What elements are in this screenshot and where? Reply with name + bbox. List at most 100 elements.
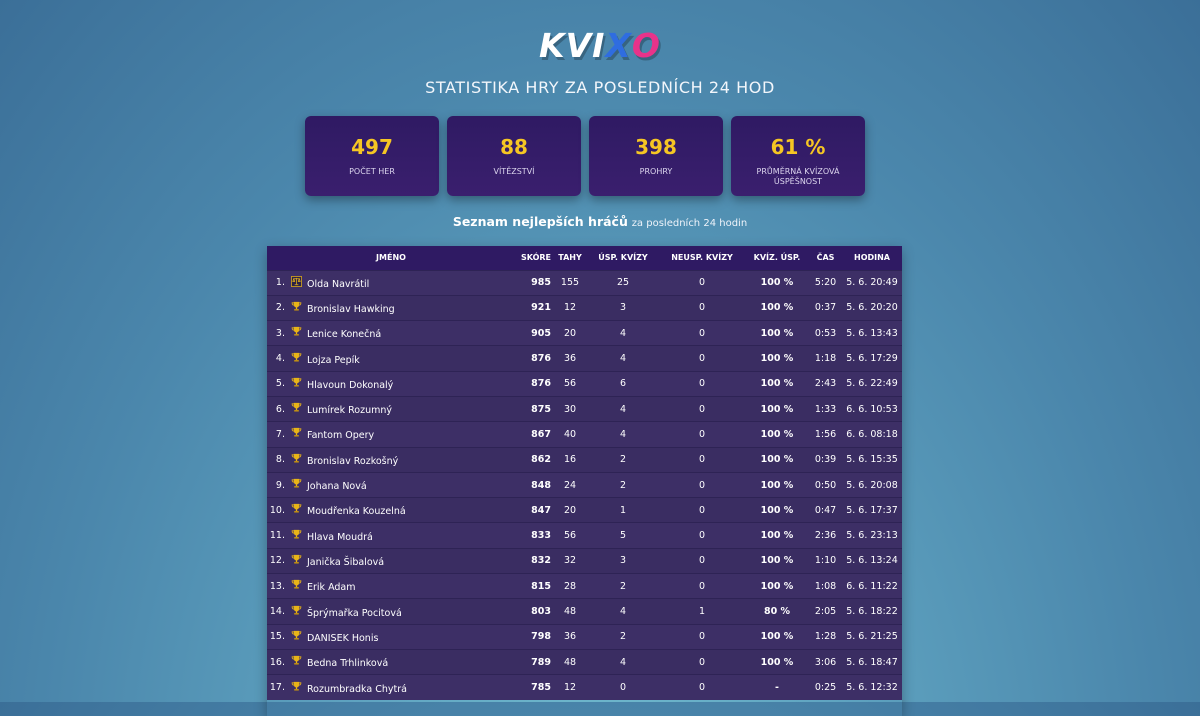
player-name: Lojza Pepík bbox=[307, 354, 360, 366]
hour-cell: 5. 6. 20:08 bbox=[846, 479, 898, 491]
score-cell: 833 bbox=[531, 530, 551, 542]
moves-cell: 48 bbox=[563, 656, 577, 668]
logo-letter: K bbox=[539, 26, 566, 65]
quiz-ok-cell: 2 bbox=[619, 454, 627, 466]
table-row: 4. Lojza Pepík 876 36 4 0 100 % 1:18 5. 6. 17:29 bbox=[267, 345, 902, 372]
player-name: Bronislav Rozkošný bbox=[307, 455, 399, 467]
player-name-cell: Lojza Pepík bbox=[291, 346, 491, 371]
header-name: JMÉNO bbox=[376, 253, 406, 263]
quiz-fail-cell: 0 bbox=[698, 454, 706, 466]
trophy-icon bbox=[291, 427, 303, 441]
hour-cell: 5. 6. 15:35 bbox=[846, 454, 898, 466]
header-rank bbox=[267, 246, 291, 270]
quiz-ok-cell: 3 bbox=[619, 555, 627, 567]
trophy-icon bbox=[291, 453, 303, 467]
quiz-ok-cell: 25 bbox=[616, 277, 630, 289]
quiz-pct-cell: 100 % bbox=[760, 479, 794, 491]
subtitle-rest: za posledních 24 hodin bbox=[631, 218, 748, 229]
rank-cell: 10. bbox=[269, 504, 285, 516]
quiz-pct-cell: 100 % bbox=[760, 378, 794, 390]
scales-icon bbox=[291, 275, 303, 290]
rank-cell: 8. bbox=[275, 454, 285, 466]
score-cell: 815 bbox=[531, 580, 551, 592]
trophy-icon bbox=[291, 478, 303, 492]
rank-cell: 16. bbox=[269, 656, 285, 668]
score-cell: 798 bbox=[531, 631, 551, 643]
score-cell: 875 bbox=[531, 403, 551, 415]
table-row: 5. Hlavoun Dokonalý 876 56 6 0 100 % 2:43 5. 6. … bbox=[267, 371, 902, 397]
trophy-icon bbox=[291, 655, 303, 669]
quiz-ok-cell: 2 bbox=[619, 631, 627, 643]
rank-cell: 5. bbox=[275, 378, 285, 390]
table-row: 8. Bronislav Rozkošný 862 16 2 0 100 % 0:39 5. 6… bbox=[267, 447, 902, 473]
player-name-cell: Hlavoun Dokonalý bbox=[291, 371, 491, 396]
table-row: 11. Hlava Moudrá 833 56 5 0 100 % 2:36 5. 6. 23:… bbox=[267, 522, 902, 549]
header-score: SKÓRE bbox=[520, 253, 551, 263]
moves-cell: 56 bbox=[563, 530, 577, 542]
trophy-icon bbox=[291, 605, 303, 619]
quiz-ok-cell: 4 bbox=[619, 656, 627, 668]
kvixo-logo[interactable]: KVIXO bbox=[0, 26, 1200, 65]
score-cell: 785 bbox=[531, 682, 551, 694]
rank-cell: 11. bbox=[269, 530, 285, 542]
rank-cell: 7. bbox=[275, 428, 285, 440]
player-name: Bedna Trhlinková bbox=[307, 658, 389, 670]
table-row: 13. Erik Adam 815 28 2 0 100 % 1:08 6. 6. 11:22 bbox=[267, 573, 902, 599]
score-cell: 789 bbox=[531, 656, 551, 668]
time-cell: 0:47 bbox=[814, 504, 837, 516]
hour-cell: 5. 6. 18:47 bbox=[846, 656, 898, 668]
rank-cell: 13. bbox=[269, 580, 285, 592]
player-name-cell: DANISEK Honis bbox=[291, 624, 491, 649]
player-name-cell: Hlava Moudrá bbox=[291, 523, 491, 548]
quiz-fail-cell: 0 bbox=[698, 353, 706, 365]
trophy-icon bbox=[291, 326, 303, 340]
hour-cell: 6. 6. 11:22 bbox=[846, 580, 898, 592]
stat-label: VÍTĚZSTVÍ bbox=[493, 167, 535, 176]
rank-cell: 14. bbox=[269, 606, 285, 617]
subtitle-strong: Seznam nejlepších hráčů bbox=[452, 214, 628, 229]
logo-letter: O bbox=[631, 26, 661, 65]
player-name-cell: Johana Nová bbox=[291, 472, 491, 497]
moves-cell: 28 bbox=[563, 580, 577, 592]
player-name: Moudřenka Kouzelná bbox=[307, 506, 406, 518]
player-name-cell: Bedna Trhlinková bbox=[291, 649, 491, 674]
trophy-icon bbox=[291, 529, 303, 543]
trophy-icon bbox=[291, 503, 303, 517]
player-name-cell: Janička Šibalová bbox=[291, 548, 491, 573]
quiz-fail-cell: 0 bbox=[698, 504, 706, 516]
table-row: 1. Olda Navrátil 985 155 25 0 100 % 5:20 5. 6. 2… bbox=[267, 270, 902, 296]
quiz-fail-cell: 1 bbox=[698, 606, 706, 617]
quiz-pct-cell: 80 % bbox=[763, 606, 791, 617]
score-cell: 905 bbox=[531, 327, 551, 339]
time-cell: 0:37 bbox=[814, 302, 837, 314]
moves-cell: 155 bbox=[560, 277, 580, 289]
table-row: 2. Bronislav Hawking 921 12 3 0 100 % 0:37 5. 6.… bbox=[267, 295, 902, 321]
moves-cell: 48 bbox=[563, 606, 577, 617]
player-name-cell: Lenice Konečná bbox=[291, 321, 491, 346]
quiz-ok-cell: 4 bbox=[619, 327, 627, 339]
trophy-icon bbox=[291, 579, 303, 593]
logo-letter: V bbox=[565, 26, 593, 65]
hour-cell: 5. 6. 18:22 bbox=[846, 606, 898, 617]
hour-cell: 6. 6. 08:18 bbox=[846, 428, 898, 440]
player-name: Lumírek Rozumný bbox=[307, 405, 392, 417]
quiz-fail-cell: 0 bbox=[698, 277, 706, 289]
score-cell: 921 bbox=[531, 302, 551, 314]
header-hour: HODINA bbox=[854, 253, 890, 263]
quiz-ok-cell: 2 bbox=[619, 479, 627, 491]
hour-cell: 5. 6. 20:20 bbox=[846, 302, 898, 314]
score-cell: 803 bbox=[531, 606, 551, 617]
table-row: 14. Šprýmařka Pocitová 803 48 4 1 80 % 2:05 5. 6… bbox=[267, 598, 902, 625]
player-name: Olda Navrátil bbox=[307, 278, 370, 290]
quiz-pct-cell: 100 % bbox=[760, 428, 794, 440]
time-cell: 0:53 bbox=[814, 327, 837, 339]
time-cell: 3:06 bbox=[814, 656, 837, 668]
table-row: 7. Fantom Opery 867 40 4 0 100 % 1:56 6. 6. 08:1… bbox=[267, 421, 902, 448]
moves-cell: 12 bbox=[563, 302, 577, 314]
quiz-fail-cell: 0 bbox=[698, 479, 706, 491]
rank-cell: 17. bbox=[269, 682, 285, 694]
score-cell: 832 bbox=[531, 555, 551, 567]
stat-value: 497 bbox=[351, 135, 393, 159]
table-row: 15. DANISEK Honis 798 36 2 0 100 % 1:28 5. 6. 21… bbox=[267, 624, 902, 650]
player-name: Hlavoun Dokonalý bbox=[307, 379, 394, 391]
